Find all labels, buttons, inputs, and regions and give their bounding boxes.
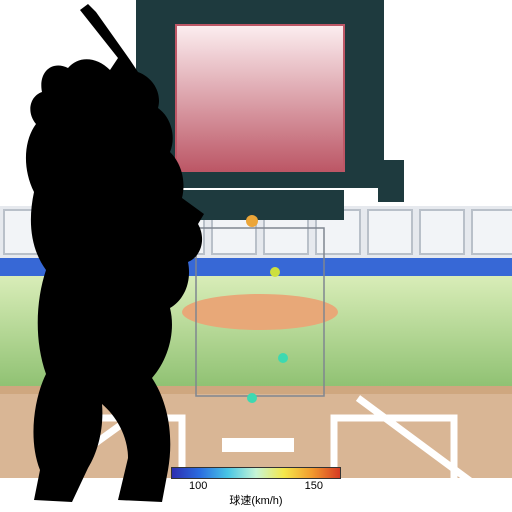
legend-tick-max: 150 [305,480,323,492]
pitch-marker [246,215,258,227]
legend-tick-min: 100 [189,480,207,492]
pitchers-mound [182,294,338,330]
stand-panel [420,210,464,254]
speed-legend: 100 150 球速(km/h) [171,467,341,508]
legend-label: 球速(km/h) [171,492,341,508]
legend-ticks: 100 150 [171,480,341,492]
stand-panel [472,210,512,254]
pitch-marker [247,393,257,403]
pitch-marker [270,267,280,277]
pitch-location-chart [0,0,512,512]
legend-gradient-bar [171,467,341,479]
pitch-marker [278,353,288,363]
home-plate [222,438,294,452]
scoreboard-screen [176,25,344,171]
stand-panel [368,210,412,254]
